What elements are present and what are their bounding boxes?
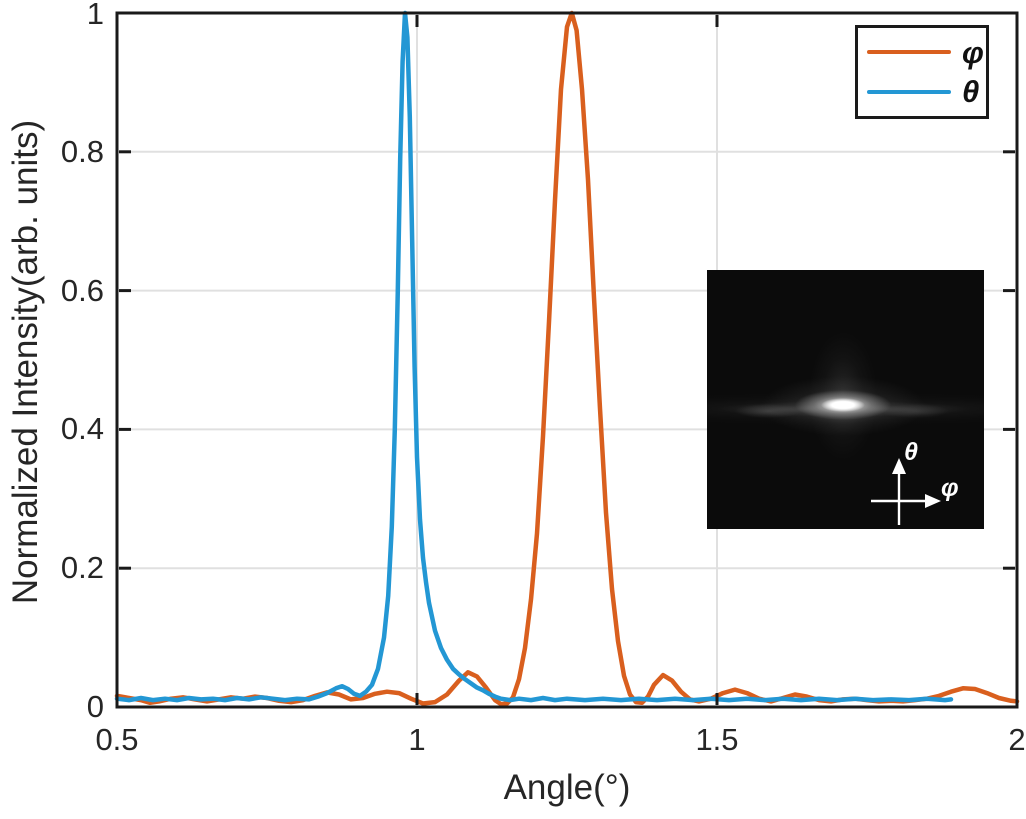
y-tick-label: 0.4 — [60, 411, 104, 446]
legend: φ θ — [855, 25, 989, 119]
inset-theta-label: θ — [904, 438, 918, 466]
x-tick-label: 2 — [1008, 722, 1026, 757]
theta-line-sample — [867, 89, 951, 94]
legend-entry-phi: φ — [858, 37, 986, 68]
y-tick-label: 0.6 — [60, 273, 104, 308]
legend-entry-theta: θ — [858, 76, 986, 107]
y-tick-label: 0 — [86, 689, 104, 724]
y-tick-label: 0.8 — [60, 134, 104, 169]
tick-marks — [119, 15, 1015, 705]
inset-axes-arrows: θ φ — [871, 438, 959, 525]
phi-line-sample — [867, 50, 951, 55]
series-curve-1 — [114, 10, 954, 703]
y-tick-label: 0.2 — [60, 550, 104, 585]
up-arrowhead-icon — [892, 458, 906, 474]
inset-phi-label: φ — [941, 474, 959, 502]
axes-cross — [871, 470, 929, 525]
right-arrowhead-icon — [925, 494, 941, 508]
arrowheads — [892, 458, 941, 508]
y-axis-title: Normalized Intensity(arb. units) — [6, 119, 45, 605]
x-tick-label: 1.5 — [695, 722, 739, 757]
x-tick-label: 0.5 — [95, 722, 139, 757]
x-axis-title: Angle(°) — [503, 768, 631, 807]
x-tick-label: 1 — [408, 722, 426, 757]
legend-label-theta: θ — [962, 74, 980, 110]
axes-frame — [115, 11, 1019, 709]
y-tick-label: 1 — [86, 0, 104, 31]
legend-label-phi: φ — [962, 34, 984, 70]
beam-spot-inset-image: θ φ — [707, 270, 984, 529]
